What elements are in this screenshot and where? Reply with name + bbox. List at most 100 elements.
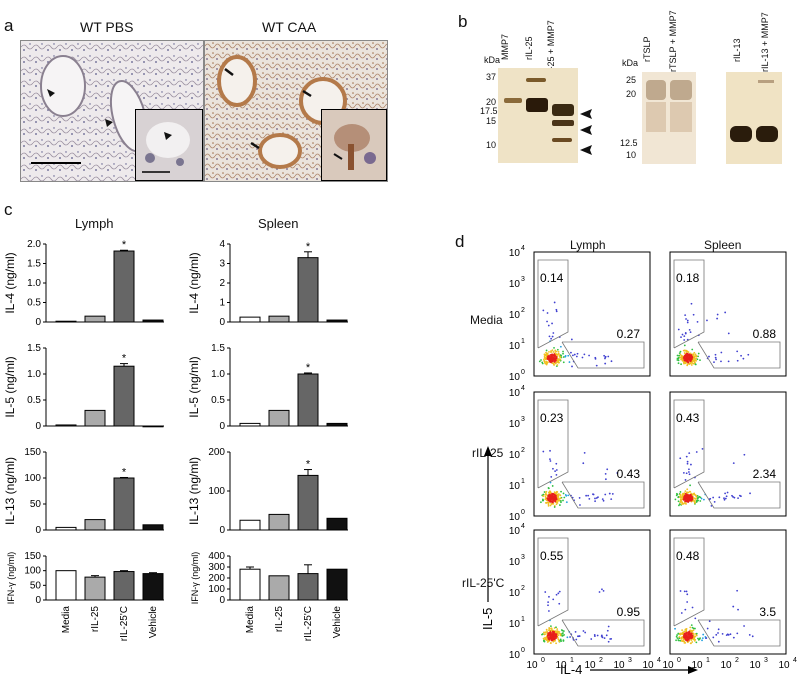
x-tick-label: 10 bbox=[642, 660, 654, 671]
flow-row-label-ril25c: rIL-25'C bbox=[462, 576, 505, 590]
bar-rIL-25 bbox=[84, 519, 106, 531]
bar-Vehicle bbox=[326, 422, 348, 427]
y-tick-label: 10 bbox=[509, 619, 521, 630]
y-tick-label: 300 bbox=[208, 562, 225, 573]
bar-rIL-25'C bbox=[113, 365, 135, 427]
blot2-marker-10: 10 bbox=[626, 150, 637, 160]
flow-plot-r0-c1: 0.18 0.88 bbox=[669, 251, 787, 377]
flow-density-core bbox=[683, 494, 693, 502]
bar-rIL-25 bbox=[268, 513, 290, 531]
y-tick-label: 150 bbox=[24, 447, 41, 458]
gate-il5-percent: 0.23 bbox=[540, 411, 564, 425]
y-tick-exponent: 1 bbox=[521, 616, 525, 623]
blot3-image bbox=[726, 72, 782, 164]
bar-rIL-25 bbox=[268, 315, 290, 323]
y-tick-label: 10 bbox=[509, 419, 521, 430]
y-tick-label: 4 bbox=[219, 239, 225, 250]
gate-il5-percent: 0.48 bbox=[676, 549, 700, 563]
significance-star: * bbox=[306, 459, 311, 471]
panel-letter-c: c bbox=[4, 200, 13, 219]
gate-il4 bbox=[561, 341, 645, 369]
blot1-marker-37: 37 bbox=[486, 72, 497, 82]
bar-chart-1: 0 1 2 3 4 IL-4 (ng/ml) * bbox=[187, 239, 348, 328]
gate-il4-percent: 3.5 bbox=[759, 605, 776, 619]
bar-chart-2: 0 0.5 1.0 1.5 IL-5 (ng/ml) * bbox=[3, 343, 164, 432]
x-tick-label: rIL-25 bbox=[90, 606, 101, 633]
bar-charts: 0 0.5 1.0 1.5 2.0 IL-4 (ng/ml) * 0 1 2 3 4 IL-4 (ng/… bbox=[3, 239, 348, 641]
y-tick-label: 10 bbox=[509, 512, 521, 523]
bar-rIL-25'C bbox=[297, 257, 319, 323]
gate-il5-percent: 0.55 bbox=[540, 549, 564, 563]
bar-rIL-25 bbox=[84, 315, 106, 323]
x-tick-label: Vehicle bbox=[332, 606, 343, 639]
bar-chart-4: 0 50 100 150 IL-13 (ng/ml) * bbox=[3, 447, 164, 536]
significance-star: * bbox=[122, 353, 127, 365]
gate-il4-percent: 0.88 bbox=[753, 327, 777, 341]
y-tick-label: 400 bbox=[208, 551, 225, 562]
y-tick-label: 100 bbox=[208, 486, 225, 497]
y-tick-label: 10 bbox=[509, 388, 521, 399]
y-tick-label: 0 bbox=[219, 525, 225, 536]
significance-star: * bbox=[306, 362, 311, 374]
x-tick-label: 10 bbox=[720, 660, 732, 671]
y-tick-label: 3 bbox=[219, 259, 225, 270]
y-tick-label: 50 bbox=[30, 499, 42, 510]
y-tick-label: 1 bbox=[219, 298, 225, 309]
x-tick-exponent: 3 bbox=[764, 657, 768, 664]
gate-il4-percent: 0.43 bbox=[617, 467, 641, 481]
y-tick-label: 10 bbox=[509, 248, 521, 259]
y-tick-label: 0 bbox=[219, 421, 225, 432]
bar-rIL-25 bbox=[84, 576, 106, 601]
y-tick-label: 100 bbox=[24, 566, 41, 577]
blot2-kda-label: kDa bbox=[622, 58, 639, 68]
gate-il5 bbox=[537, 537, 569, 627]
micrograph-wt-caa bbox=[204, 40, 388, 182]
bar-Media bbox=[239, 316, 261, 323]
blot1-marker-10: 10 bbox=[486, 140, 497, 150]
panel-letter-d: d bbox=[455, 232, 465, 251]
flow-density-core bbox=[683, 354, 693, 362]
flow-col-title-spleen: Spleen bbox=[704, 238, 742, 252]
blot2-image bbox=[642, 72, 696, 164]
y-tick-label: 0.5 bbox=[27, 298, 41, 309]
y-axis-label: IL-5 (ng/ml) bbox=[3, 356, 17, 417]
y-tick-exponent: 2 bbox=[521, 585, 525, 592]
y-tick-label: 0 bbox=[35, 595, 41, 606]
bar-rIL-25'C bbox=[113, 477, 135, 531]
bar-Vehicle bbox=[326, 319, 348, 323]
blot3-lane-ril13: rIL-13 bbox=[732, 38, 742, 62]
bar-Media bbox=[239, 568, 261, 601]
x-tick-label: Media bbox=[245, 606, 256, 634]
y-tick-exponent: 4 bbox=[521, 523, 525, 530]
bar-Vehicle bbox=[142, 524, 164, 531]
x-tick-exponent: 4 bbox=[793, 657, 797, 664]
blot2-marker-25: 25 bbox=[626, 75, 637, 85]
gate-il4-percent: 0.95 bbox=[617, 605, 641, 619]
x-tick-label: rIL-25 bbox=[274, 606, 285, 633]
y-tick-label: 2.0 bbox=[27, 239, 41, 250]
x-tick-exponent: 3 bbox=[628, 657, 632, 664]
y-tick-label: 10 bbox=[509, 526, 521, 537]
y-tick-label: 10 bbox=[509, 341, 521, 352]
flow-density-core bbox=[547, 632, 557, 640]
x-tick-exponent: 4 bbox=[657, 657, 661, 664]
micrograph-inset-pbs bbox=[135, 109, 203, 181]
y-tick-label: 0 bbox=[219, 595, 225, 606]
y-tick-label: 0 bbox=[35, 317, 41, 328]
y-tick-label: 10 bbox=[509, 372, 521, 383]
x-tick-exponent: 1 bbox=[706, 657, 710, 664]
blot2-lane-rtslp: rTSLP bbox=[642, 36, 652, 62]
micrograph-title-pbs: WT PBS bbox=[80, 19, 134, 35]
gate-il4 bbox=[697, 481, 781, 509]
blot1-kda-label: kDa bbox=[484, 55, 501, 65]
y-tick-label: 10 bbox=[509, 310, 521, 321]
y-tick-label: 1.0 bbox=[211, 369, 225, 380]
y-tick-label: 2 bbox=[219, 278, 225, 289]
x-tick-label: 10 bbox=[526, 660, 538, 671]
gate-il5 bbox=[673, 537, 705, 627]
y-tick-label: 200 bbox=[208, 573, 225, 584]
y-tick-exponent: 2 bbox=[521, 307, 525, 314]
y-tick-label: 10 bbox=[509, 450, 521, 461]
bar-Vehicle bbox=[142, 425, 164, 428]
